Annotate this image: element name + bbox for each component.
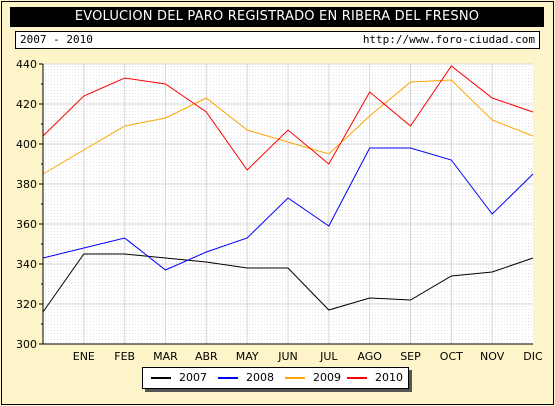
- legend-swatch-2009: [285, 377, 305, 379]
- x-tick-label: MAR: [153, 350, 178, 363]
- y-tick-label: 360: [16, 218, 37, 231]
- series-line-2007: [42, 253, 534, 313]
- x-tick-label: MAY: [236, 350, 259, 363]
- x-tick-label: JUN: [277, 350, 298, 363]
- y-tick-label: 400: [16, 138, 37, 151]
- series-lines: [42, 65, 534, 313]
- x-tick-label: NOV: [480, 350, 505, 363]
- x-tick-label: ENE: [73, 350, 95, 363]
- series-line-2008: [42, 147, 534, 271]
- y-tick-label: 320: [16, 298, 37, 311]
- series-line-2010: [42, 65, 534, 171]
- x-tick-label: OCT: [440, 350, 463, 363]
- x-tick-label: SEP: [400, 350, 421, 363]
- x-tick-labels: ENE FEB MAR ABR MAY JUN JUL AGO SEP OCT NOV DIC: [73, 350, 543, 363]
- legend-label-2007: 2007: [179, 371, 207, 384]
- legend-swatch-2007: [151, 377, 171, 379]
- y-tick-label: 420: [16, 98, 37, 111]
- x-tick-label: FEB: [114, 350, 135, 363]
- axes: [39, 63, 533, 345]
- legend-label-2008: 2008: [246, 371, 274, 384]
- x-tick-label: AGO: [357, 350, 382, 363]
- source-url: http://www.foro-ciudad.com: [362, 33, 535, 46]
- series-line-2009: [42, 79, 534, 175]
- legend: 2007 2008 2009 2010: [142, 367, 409, 389]
- chart-title: EVOLUCION DEL PARO REGISTRADO EN RIBERA …: [10, 7, 544, 27]
- legend-label-2009: 2009: [313, 371, 341, 384]
- y-tick-label: 380: [16, 178, 37, 191]
- y-tick-label: 300: [16, 338, 37, 351]
- subheader-bar: 2007 - 2010 http://www.foro-ciudad.com: [15, 31, 540, 49]
- y-tick-labels: 300 320 340 360 380 400 420 440: [16, 58, 37, 351]
- legend-swatch-2008: [218, 377, 238, 379]
- x-tick-label: DIC: [523, 350, 543, 363]
- period-label: 2007 - 2010: [20, 33, 93, 46]
- x-tick-label: ABR: [195, 350, 218, 363]
- y-tick-label: 340: [16, 258, 37, 271]
- legend-label-2010: 2010: [375, 371, 403, 384]
- x-tick-label: JUL: [319, 350, 338, 363]
- y-tick-label: 440: [16, 58, 37, 71]
- legend-swatch-2010: [347, 377, 367, 379]
